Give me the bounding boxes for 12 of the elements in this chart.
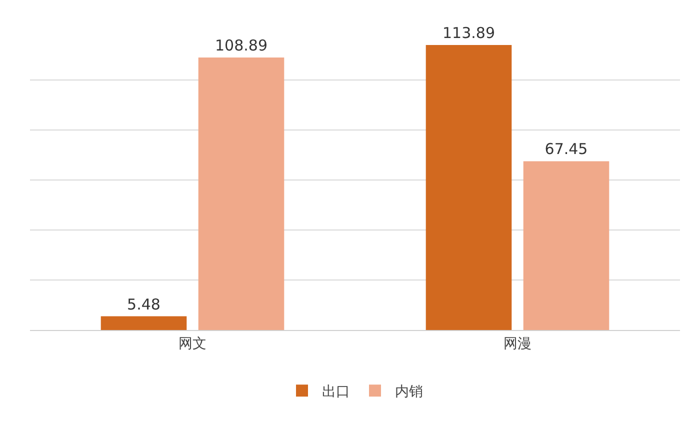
- x-tick-label: 网文: [178, 336, 206, 352]
- x-tick-label: 网漫: [504, 336, 532, 352]
- bar: [198, 58, 284, 330]
- data-label: 108.89: [215, 36, 268, 55]
- data-label: 5.48: [127, 295, 160, 314]
- bar: [426, 45, 512, 330]
- data-label: 67.45: [544, 140, 588, 158]
- legend-label: 出口: [322, 384, 350, 400]
- data-label: 113.89: [442, 24, 495, 42]
- legend-label: 内销: [395, 384, 423, 400]
- bar: [100, 316, 187, 330]
- bar: [523, 161, 610, 330]
